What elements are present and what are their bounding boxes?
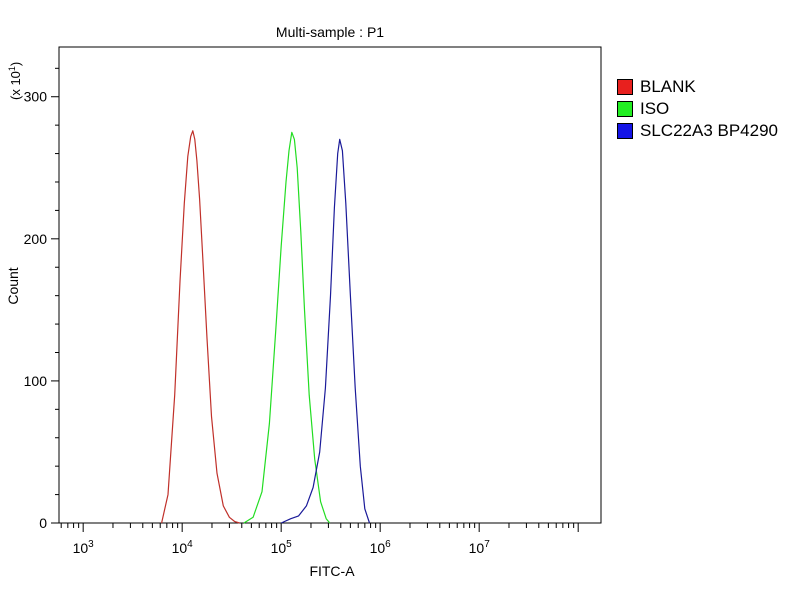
x-axis-ticks: 103 104 105 106 107 [60,523,579,556]
legend-swatch-blank [617,79,633,95]
x-axis-label: FITC-A [309,563,355,579]
y-tick-label: 0 [39,515,47,531]
y-axis-label: Count [5,267,21,304]
series-line-blank [161,130,240,524]
y-axis-ticks: 0 100 200 300 [24,67,59,531]
series-layer [161,130,371,524]
legend-swatch-iso [617,101,633,117]
x-tick-label: 103 [73,539,95,556]
legend-item-iso: ISO [617,98,778,120]
series-line-slc22a3-bp4290 [280,138,371,524]
x-tick-label: 106 [370,539,392,556]
legend-item-slc22a3: SLC22A3 BP4290 [617,120,778,142]
legend-label-slc22a3: SLC22A3 BP4290 [640,121,778,140]
y-tick-label: 200 [24,231,48,247]
x-tick-label: 104 [172,539,194,556]
x-tick-label: 107 [469,539,491,556]
y-axis-multiplier: (x 101) [7,62,23,100]
chart-title: Multi-sample : P1 [276,24,384,40]
legend-label-blank: BLANK [640,77,696,96]
y-tick-label: 300 [24,89,48,105]
legend-label-iso: ISO [640,99,670,118]
series-line-iso [243,131,331,524]
plot-frame [58,46,602,524]
x-tick-label: 105 [271,539,293,556]
legend-item-blank: BLANK [617,76,778,98]
y-tick-label: 100 [24,373,48,389]
legend-swatch-slc22a3 [617,123,633,139]
legend: BLANK ISO SLC22A3 BP4290 [617,76,778,142]
svg-text:(x 101): (x 101) [7,62,23,100]
